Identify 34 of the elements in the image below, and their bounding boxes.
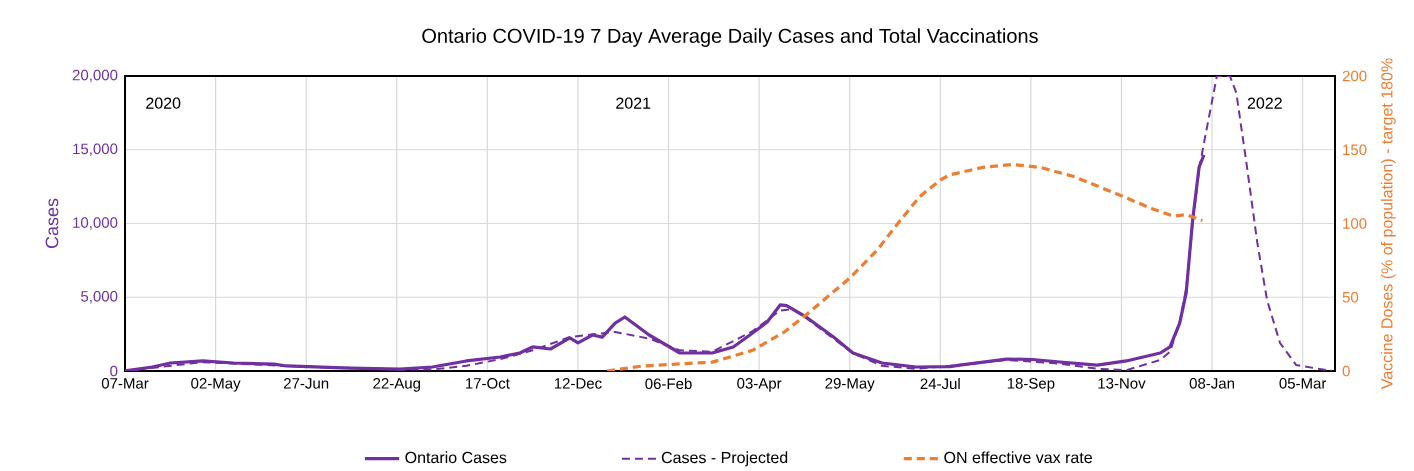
chart-title: Ontario COVID-19 7 Day Average Daily Cases and Total Vaccinations — [422, 28, 1038, 47]
y2-tick-label: 200 — [1342, 70, 1367, 82]
y2-axis-title: Vaccine Doses (% of population) - target 180% — [1380, 58, 1396, 390]
y-tick-label: 20,000 — [72, 69, 118, 83]
y-tick-label: 10,000 — [73, 217, 118, 230]
x-tick-label: 29-May — [825, 378, 875, 392]
x-tick-label: 05-Mar — [1279, 378, 1327, 389]
annotation: 2021 — [616, 97, 651, 109]
y2-tick-label: 100 — [1343, 218, 1367, 229]
x-tick-label: 06-Feb — [645, 378, 692, 390]
y2-tick-label: 50 — [1342, 291, 1359, 303]
x-tick-label: 07-Mar — [101, 378, 149, 389]
legend-label: Ontario Cases — [405, 451, 507, 464]
legend-label: Cases - Projected — [661, 451, 788, 467]
y-tick-label: 15,000 — [73, 143, 118, 156]
x-tick-label: 03-Apr — [737, 378, 782, 392]
x-tick-label: 27-Jun — [284, 378, 329, 389]
x-tick-label: 22-Aug — [373, 378, 420, 392]
x-tick-label: 17-Oct — [465, 378, 510, 389]
annotation: 2022 — [1247, 97, 1282, 109]
y2-tick-label: 0 — [1342, 365, 1350, 377]
x-tick-label: 24-Jul — [920, 378, 960, 390]
y-axis-title: Cases — [45, 198, 59, 249]
x-tick-label: 08-Jan — [1189, 378, 1235, 389]
x-tick-label: 13-Nov — [1098, 378, 1146, 389]
y-tick-label: 0 — [110, 365, 118, 377]
y-tick-label: 5,000 — [81, 291, 118, 304]
x-tick-label: 12-Dec — [554, 378, 602, 389]
y2-tick-label: 150 — [1343, 144, 1367, 156]
x-tick-label: 18-Sep — [1007, 378, 1055, 392]
legend-label: ON effective vax rate — [944, 451, 1092, 464]
x-tick-label: 02-May — [191, 378, 241, 392]
annotation: 2020 — [146, 97, 181, 109]
line-series — [605, 162, 1204, 371]
